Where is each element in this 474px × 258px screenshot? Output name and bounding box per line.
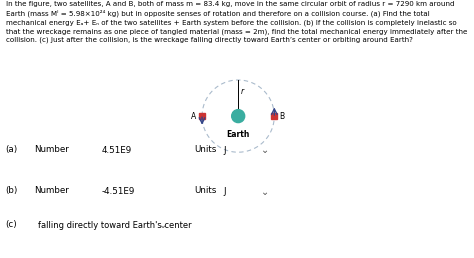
- Text: Earth: Earth: [227, 130, 250, 139]
- Text: ⌄: ⌄: [159, 220, 167, 230]
- Text: falling directly toward Earth's center: falling directly toward Earth's center: [38, 221, 192, 230]
- Text: (b): (b): [6, 186, 18, 195]
- Text: -4.51E9: -4.51E9: [101, 187, 135, 196]
- Text: (a): (a): [6, 145, 18, 154]
- Text: Units: Units: [194, 145, 217, 154]
- Circle shape: [232, 110, 245, 123]
- Text: A: A: [191, 112, 197, 120]
- Text: ⌄: ⌄: [261, 145, 269, 155]
- Text: Number: Number: [34, 145, 69, 154]
- Text: ⌄: ⌄: [261, 187, 269, 197]
- Text: B: B: [280, 112, 285, 120]
- Text: In the figure, two satellites, A and B, both of mass m = 83.4 kg, move in the sa: In the figure, two satellites, A and B, …: [6, 1, 467, 43]
- Text: i: i: [91, 146, 94, 155]
- Text: (c): (c): [6, 220, 18, 229]
- Text: Number: Number: [34, 186, 69, 195]
- Text: Units: Units: [194, 186, 217, 195]
- Text: 4.51E9: 4.51E9: [101, 146, 132, 155]
- Text: r: r: [241, 87, 244, 96]
- Text: J: J: [224, 187, 226, 196]
- Text: i: i: [91, 187, 94, 196]
- Text: J: J: [224, 146, 226, 155]
